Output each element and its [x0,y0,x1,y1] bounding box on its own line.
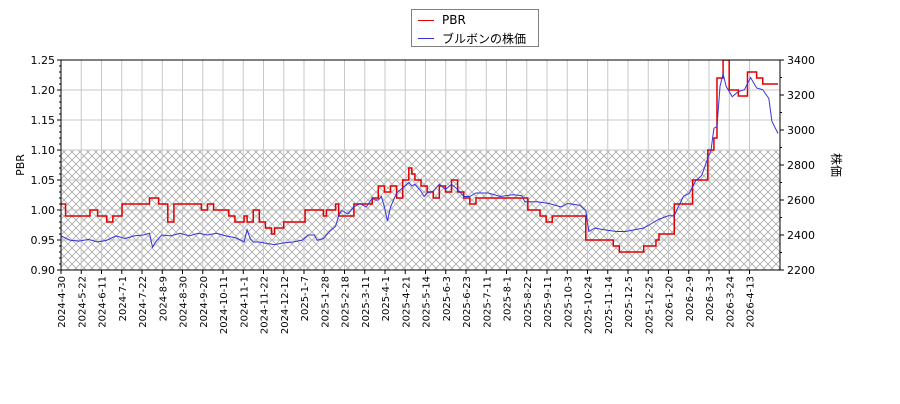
x-tick-label: 2024-10-11 [219,276,230,334]
x-tick-label: 2024-7-1 [118,276,129,321]
y-tick-label-left: 1.00 [31,204,56,217]
x-tick-label: 2025-3-11 [361,276,372,328]
y-tick-label-right: 2400 [787,229,815,242]
x-tick-label: 2026-2-9 [685,276,696,321]
x-tick-label: 2024-8-9 [158,276,169,321]
y-tick-label-left: 0.90 [31,264,56,277]
x-tick-label: 2025-5-14 [422,276,433,328]
x-tick-label: 2025-4-21 [401,276,412,328]
legend-item-pbr: PBR [418,12,466,28]
x-tick-label: 2025-7-11 [482,276,493,328]
y-tick-label-left: 1.20 [31,84,56,97]
y-tick-label-left: 1.25 [31,54,56,67]
y-tick-label-right: 3000 [787,124,815,137]
y-tick-label-left: 1.10 [31,144,56,157]
x-tick-label: 2025-2-18 [341,276,352,328]
x-tick-label: 2025-10-3 [563,276,574,328]
x-tick-label: 2024-11-22 [260,276,271,334]
x-axis: 2024-4-30 2024-5-22 2024-6-11 2024-7-1 2024-… [57,270,757,334]
x-tick-label: 2025-12-25 [644,276,655,334]
x-tick-label: 2024-8-30 [179,276,190,328]
series-lines [61,60,779,253]
x-tick-label: 2024-6-11 [98,276,109,328]
legend-item-price: ブルボンの株価 [418,30,526,46]
x-tick-label: 2025-4-1 [381,276,392,321]
legend-label: PBR [442,13,466,27]
x-tick-label: 2025-6-23 [462,276,473,328]
x-tick-label: 2026-3-24 [725,276,736,328]
legend-swatch-blue [418,37,434,39]
x-tick-label: 2025-12-5 [624,276,635,328]
y-axis-label-right: 株価 [829,153,844,177]
y-axis-right: 2200 2400 2600 2800 3000 3200 3400 [780,54,815,277]
x-tick-label: 2026-3-3 [705,276,716,321]
legend-swatch-red [418,19,434,21]
x-tick-label: 2025-10-24 [584,276,595,334]
y-tick-label-right: 2600 [787,194,815,207]
y-axis-left: 0.90 0.95 1.00 1.05 1.10 1.15 1.20 1.25 [31,54,61,277]
x-tick-label: 2025-11-14 [604,276,615,334]
x-tick-label: 2026-4-13 [746,276,757,328]
y-tick-label-left: 0.95 [31,234,56,247]
pbr-line [61,60,778,253]
y-tick-label-left: 1.05 [31,174,56,187]
x-tick-label: 2024-12-12 [280,276,291,334]
x-tick-label: 2025-6-3 [442,276,453,321]
y-tick-label-right: 2800 [787,159,815,172]
price-line [61,73,779,249]
x-tick-label: 2024-5-22 [77,276,88,328]
x-tick-label: 2025-9-11 [543,276,554,328]
y-tick-label-left: 1.15 [31,114,56,127]
x-tick-label: 2025-1-28 [320,276,331,328]
y-tick-label-right: 2200 [787,264,815,277]
x-tick-label: 2026-1-20 [665,276,676,328]
legend: PBR ブルボンの株価 [411,9,539,47]
x-tick-label: 2025-8-22 [523,276,534,328]
y-axis-label-left: PBR [14,154,27,176]
x-tick-label: 2025-1-7 [300,276,311,321]
y-tick-label-right: 3200 [787,89,815,102]
x-tick-label: 2025-8-1 [503,276,514,321]
x-tick-label: 2024-9-20 [199,276,210,328]
x-tick-label: 2024-7-22 [138,276,149,328]
y-tick-label-right: 3400 [787,54,815,67]
legend-label: ブルボンの株価 [442,31,527,46]
x-tick-label: 2024-11-1 [239,276,250,328]
x-tick-label: 2024-4-30 [57,276,68,328]
